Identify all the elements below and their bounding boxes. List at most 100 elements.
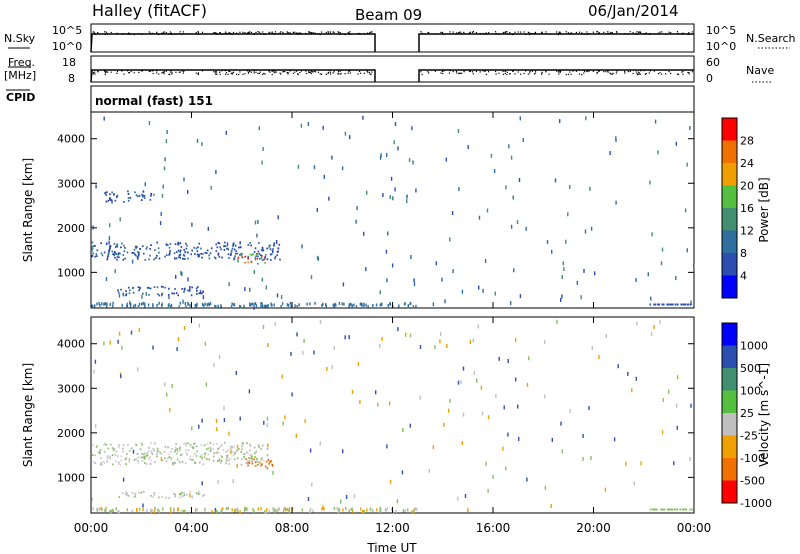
status-dot <box>598 32 600 34</box>
data-point <box>567 212 569 217</box>
data-point <box>91 305 94 309</box>
data-point <box>158 509 160 513</box>
data-point <box>111 447 114 449</box>
data-point <box>312 509 314 513</box>
status-dot <box>512 33 514 35</box>
status-dot <box>665 33 667 35</box>
status-dot <box>248 32 250 35</box>
data-point <box>676 375 679 380</box>
data-point <box>203 455 206 458</box>
status-dot <box>224 32 226 34</box>
data-point <box>146 286 149 289</box>
data-point <box>227 449 229 452</box>
data-point <box>256 457 258 460</box>
data-point <box>103 451 106 453</box>
data-point <box>244 255 247 258</box>
data-point <box>187 442 189 445</box>
data-point <box>91 245 93 250</box>
data-point <box>682 508 685 511</box>
data-point <box>141 302 143 306</box>
data-point <box>138 491 140 494</box>
data-point <box>387 304 389 307</box>
status-dot <box>509 33 511 35</box>
status-dot <box>225 72 228 74</box>
data-point <box>114 454 117 456</box>
status-dot <box>592 31 594 33</box>
data-point <box>392 196 394 201</box>
data-point <box>157 508 159 512</box>
status-dot <box>171 33 173 35</box>
data-point <box>165 460 168 463</box>
data-point <box>287 303 290 307</box>
status-dot <box>636 73 638 75</box>
status-dot <box>168 33 170 35</box>
data-point <box>202 495 204 497</box>
status-dot <box>637 71 639 73</box>
data-point <box>411 126 413 131</box>
status-dot <box>197 73 199 76</box>
data-point <box>143 195 146 197</box>
data-point <box>502 446 504 451</box>
data-point <box>148 447 150 449</box>
data-point <box>231 508 233 512</box>
data-point <box>232 454 235 457</box>
status-dot <box>332 31 334 33</box>
data-point <box>119 217 121 222</box>
status-dot <box>244 73 246 75</box>
data-point <box>519 116 521 121</box>
data-point <box>176 450 179 452</box>
data-point <box>360 507 362 511</box>
status-dot <box>258 31 260 33</box>
status-dot <box>644 73 646 75</box>
data-point <box>228 459 230 462</box>
data-point <box>179 242 182 244</box>
data-point <box>154 461 156 463</box>
data-point <box>113 253 116 256</box>
status-dot <box>665 73 667 75</box>
data-point <box>414 507 416 511</box>
status-dot <box>257 31 259 33</box>
data-point <box>387 231 389 236</box>
status-dot <box>158 33 160 36</box>
data-point <box>526 382 529 387</box>
data-point <box>415 304 417 308</box>
data-point <box>301 244 303 249</box>
data-point <box>225 462 227 465</box>
data-point <box>311 482 313 487</box>
status-dot <box>688 71 690 74</box>
data-point <box>121 492 124 495</box>
status-dot <box>228 70 230 72</box>
status-dot <box>541 71 543 73</box>
status-dot <box>215 70 217 72</box>
data-point <box>173 492 175 495</box>
status-dot <box>558 33 560 35</box>
data-point <box>105 304 108 308</box>
data-point <box>239 253 242 255</box>
data-point <box>379 343 381 348</box>
status-dot <box>441 70 443 72</box>
data-point <box>219 445 222 447</box>
colorbar-segment <box>722 185 737 209</box>
status-dot <box>681 71 683 73</box>
data-point <box>118 446 120 449</box>
data-point <box>109 193 111 196</box>
data-point <box>673 508 676 511</box>
data-point <box>95 446 98 448</box>
data-point <box>647 272 649 277</box>
data-point <box>206 448 208 451</box>
data-point <box>187 189 189 194</box>
data-point <box>258 258 261 260</box>
status-dot <box>133 34 135 36</box>
status-dot <box>649 70 651 72</box>
data-point <box>281 302 284 306</box>
data-point <box>349 135 351 140</box>
ytick-label: 2000 <box>57 222 85 235</box>
data-point <box>389 195 391 199</box>
status-dot <box>181 70 183 72</box>
status-dot <box>534 31 537 33</box>
status-dot <box>337 72 339 74</box>
data-point <box>125 463 127 465</box>
data-point <box>143 252 145 255</box>
data-point <box>255 254 258 256</box>
